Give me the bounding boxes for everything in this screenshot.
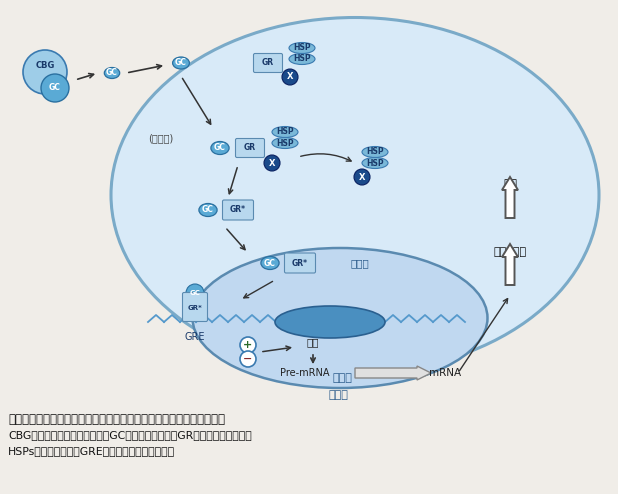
Text: X: X (287, 73, 294, 82)
FancyBboxPatch shape (284, 253, 316, 273)
Text: HSP: HSP (293, 43, 311, 52)
Ellipse shape (172, 57, 189, 69)
Text: CBG：皮质类固醇结合球蛋白；GC：糖皮质激素类；GR：糖皮质激素受体；: CBG：皮质类固醇结合球蛋白；GC：糖皮质激素类；GR：糖皮质激素受体； (8, 430, 252, 440)
Text: HSPs：热休克蛋白；GRE：糖皮质激素受体元件。: HSPs：热休克蛋白；GRE：糖皮质激素受体元件。 (8, 446, 175, 456)
Text: HSP: HSP (293, 54, 311, 64)
Circle shape (41, 74, 69, 102)
FancyArrow shape (355, 366, 431, 380)
Text: HSP: HSP (366, 148, 384, 157)
FancyArrow shape (502, 177, 518, 218)
Ellipse shape (272, 126, 298, 137)
Text: 糖皮质激素类药物作用于细胞内糖皮质激素受体产生基因效应的示意图: 糖皮质激素类药物作用于细胞内糖皮质激素受体产生基因效应的示意图 (8, 413, 225, 426)
Text: HSP: HSP (276, 127, 294, 136)
Text: (不稳定): (不稳定) (148, 133, 173, 143)
Ellipse shape (362, 147, 388, 158)
Circle shape (282, 69, 298, 85)
Ellipse shape (261, 256, 279, 270)
Text: +: + (243, 340, 253, 350)
Ellipse shape (272, 137, 298, 149)
Text: GRE: GRE (185, 332, 205, 342)
Text: GC: GC (49, 83, 61, 92)
Text: GC: GC (264, 258, 276, 267)
Circle shape (23, 50, 67, 94)
Text: 效应: 效应 (503, 178, 517, 192)
Text: 转录: 转录 (307, 337, 320, 347)
Ellipse shape (199, 204, 217, 216)
Text: GR*: GR* (188, 305, 202, 311)
Circle shape (186, 284, 204, 302)
Ellipse shape (289, 53, 315, 65)
Text: Pre-mRNA: Pre-mRNA (280, 368, 330, 378)
Text: GC: GC (214, 143, 226, 153)
Ellipse shape (211, 141, 229, 155)
Circle shape (354, 169, 370, 185)
FancyArrow shape (502, 244, 518, 285)
Ellipse shape (275, 306, 385, 338)
Text: mRNA: mRNA (429, 368, 461, 378)
Ellipse shape (104, 68, 120, 79)
Text: X: X (359, 172, 365, 181)
Text: 活性蛋白质: 活性蛋白质 (493, 247, 527, 257)
Text: GC: GC (175, 58, 187, 68)
Text: −: − (243, 354, 253, 364)
Ellipse shape (289, 42, 315, 53)
Text: GR: GR (244, 143, 256, 153)
Text: 细胞核: 细胞核 (332, 373, 352, 383)
Text: 细胞浆: 细胞浆 (328, 390, 348, 400)
Ellipse shape (111, 17, 599, 372)
Ellipse shape (362, 158, 388, 168)
Text: 细胞核: 细胞核 (350, 258, 370, 268)
Text: GR*: GR* (230, 206, 246, 214)
Ellipse shape (192, 248, 488, 388)
Text: GC: GC (202, 206, 214, 214)
Circle shape (240, 351, 256, 367)
Text: GR*: GR* (292, 258, 308, 267)
Text: HSP: HSP (366, 159, 384, 167)
Text: HSP: HSP (276, 138, 294, 148)
Text: GR: GR (262, 58, 274, 68)
Text: CBG: CBG (35, 61, 54, 71)
FancyBboxPatch shape (253, 53, 282, 73)
FancyBboxPatch shape (235, 138, 265, 158)
Circle shape (240, 337, 256, 353)
FancyBboxPatch shape (182, 292, 208, 322)
Text: X: X (269, 159, 275, 167)
Text: GC: GC (190, 290, 200, 296)
FancyBboxPatch shape (222, 200, 253, 220)
Text: GC: GC (106, 69, 118, 78)
Circle shape (264, 155, 280, 171)
